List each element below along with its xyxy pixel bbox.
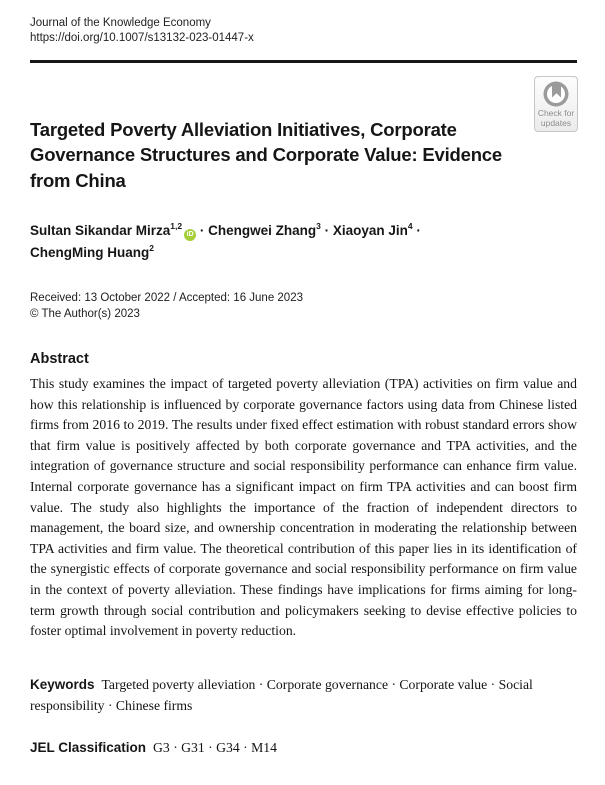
article-meta: Received: 13 October 2022 / Accepted: 16… [30, 290, 577, 322]
abstract-text: This study examines the impact of target… [30, 376, 577, 639]
author-name: Sultan Sikandar Mirza [30, 223, 171, 238]
badge-text-line1: Check for [537, 108, 575, 118]
author-list: Sultan Sikandar Mirza1,2iD · Chengwei Zh… [30, 220, 498, 264]
keywords-block: Keywords Targeted poverty alleviation · C… [30, 674, 577, 717]
crossmark-icon [536, 80, 576, 108]
article-title: Targeted Poverty Alleviation Initiatives… [30, 118, 502, 191]
header-rule [30, 60, 577, 63]
received-accepted-line: Received: 13 October 2022 / Accepted: 16… [30, 292, 303, 304]
author-affiliation-superscript: 4 [407, 220, 413, 231]
jel-block: JEL Classification G3 · G31 · G34 · M14 [30, 737, 577, 759]
journal-name: Journal of the Knowledge Economy [30, 17, 211, 29]
author-separator: · [196, 223, 209, 238]
badge-text-line2: updates [540, 117, 572, 128]
keywords-text: Targeted poverty alleviation · Corporate… [30, 676, 533, 714]
author-affiliation-superscript: 3 [316, 220, 321, 231]
jel-label: JEL Classification [30, 739, 147, 755]
orcid-icon[interactable]: iD [184, 229, 197, 241]
author-separator: · [320, 223, 333, 238]
copyright-line: © The Author(s) 2023 [30, 308, 140, 320]
author-name: Xiaoyan Jin [332, 223, 408, 238]
abstract-heading: Abstract [30, 351, 89, 367]
jel-text: G3 · G31 · G34 · M14 [153, 739, 277, 755]
author-name: ChengMing Huang [30, 245, 150, 260]
check-for-updates-badge[interactable]: Check for updates [534, 76, 578, 132]
keywords-label: Keywords [30, 676, 95, 692]
author-affiliation-superscript: 2 [149, 242, 154, 253]
author-name: Chengwei Zhang [208, 223, 317, 238]
author-separator: · [412, 223, 421, 238]
author-affiliation-superscript: 1,2 [170, 220, 183, 231]
doi-link[interactable]: https://doi.org/10.1007/s13132-023-01447… [30, 32, 254, 44]
